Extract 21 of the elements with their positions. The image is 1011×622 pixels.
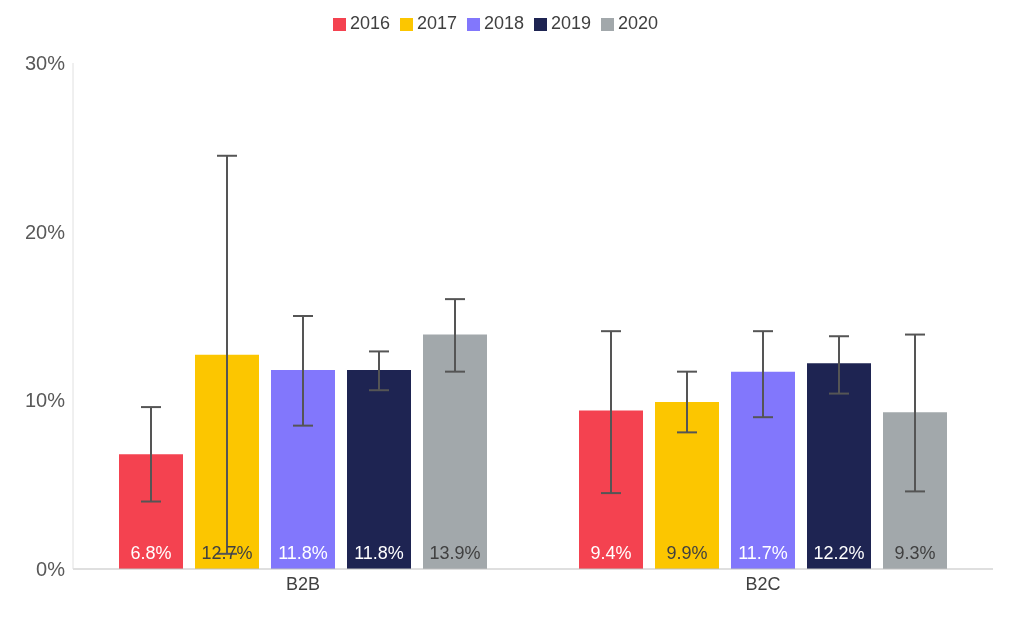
y-tick-label: 30%: [24, 52, 66, 75]
legend-label: 2019: [551, 13, 592, 33]
data-label: 9.3%: [894, 543, 936, 563]
data-label: 13.9%: [429, 543, 481, 563]
data-label: 12.7%: [201, 543, 253, 563]
x-tick-label: B2B: [285, 573, 321, 594]
legend-label: 2018: [483, 13, 525, 33]
data-label: 11.7%: [738, 543, 788, 563]
y-tick-label: 0%: [36, 558, 66, 581]
data-label: 9.9%: [666, 543, 708, 563]
legend-label: 2020: [618, 13, 659, 33]
data-label: 11.8%: [354, 543, 404, 563]
legend-label: 2016: [349, 13, 390, 33]
legend-label: 2017: [416, 13, 457, 33]
data-label: 6.8%: [130, 543, 172, 563]
data-label: 9.4%: [590, 543, 632, 563]
x-tick-label: B2C: [745, 573, 781, 594]
y-tick-label: 10%: [24, 389, 66, 412]
data-label: 12.2%: [813, 543, 865, 563]
y-tick-label: 20%: [24, 220, 66, 243]
data-label: 11.8%: [278, 543, 328, 563]
